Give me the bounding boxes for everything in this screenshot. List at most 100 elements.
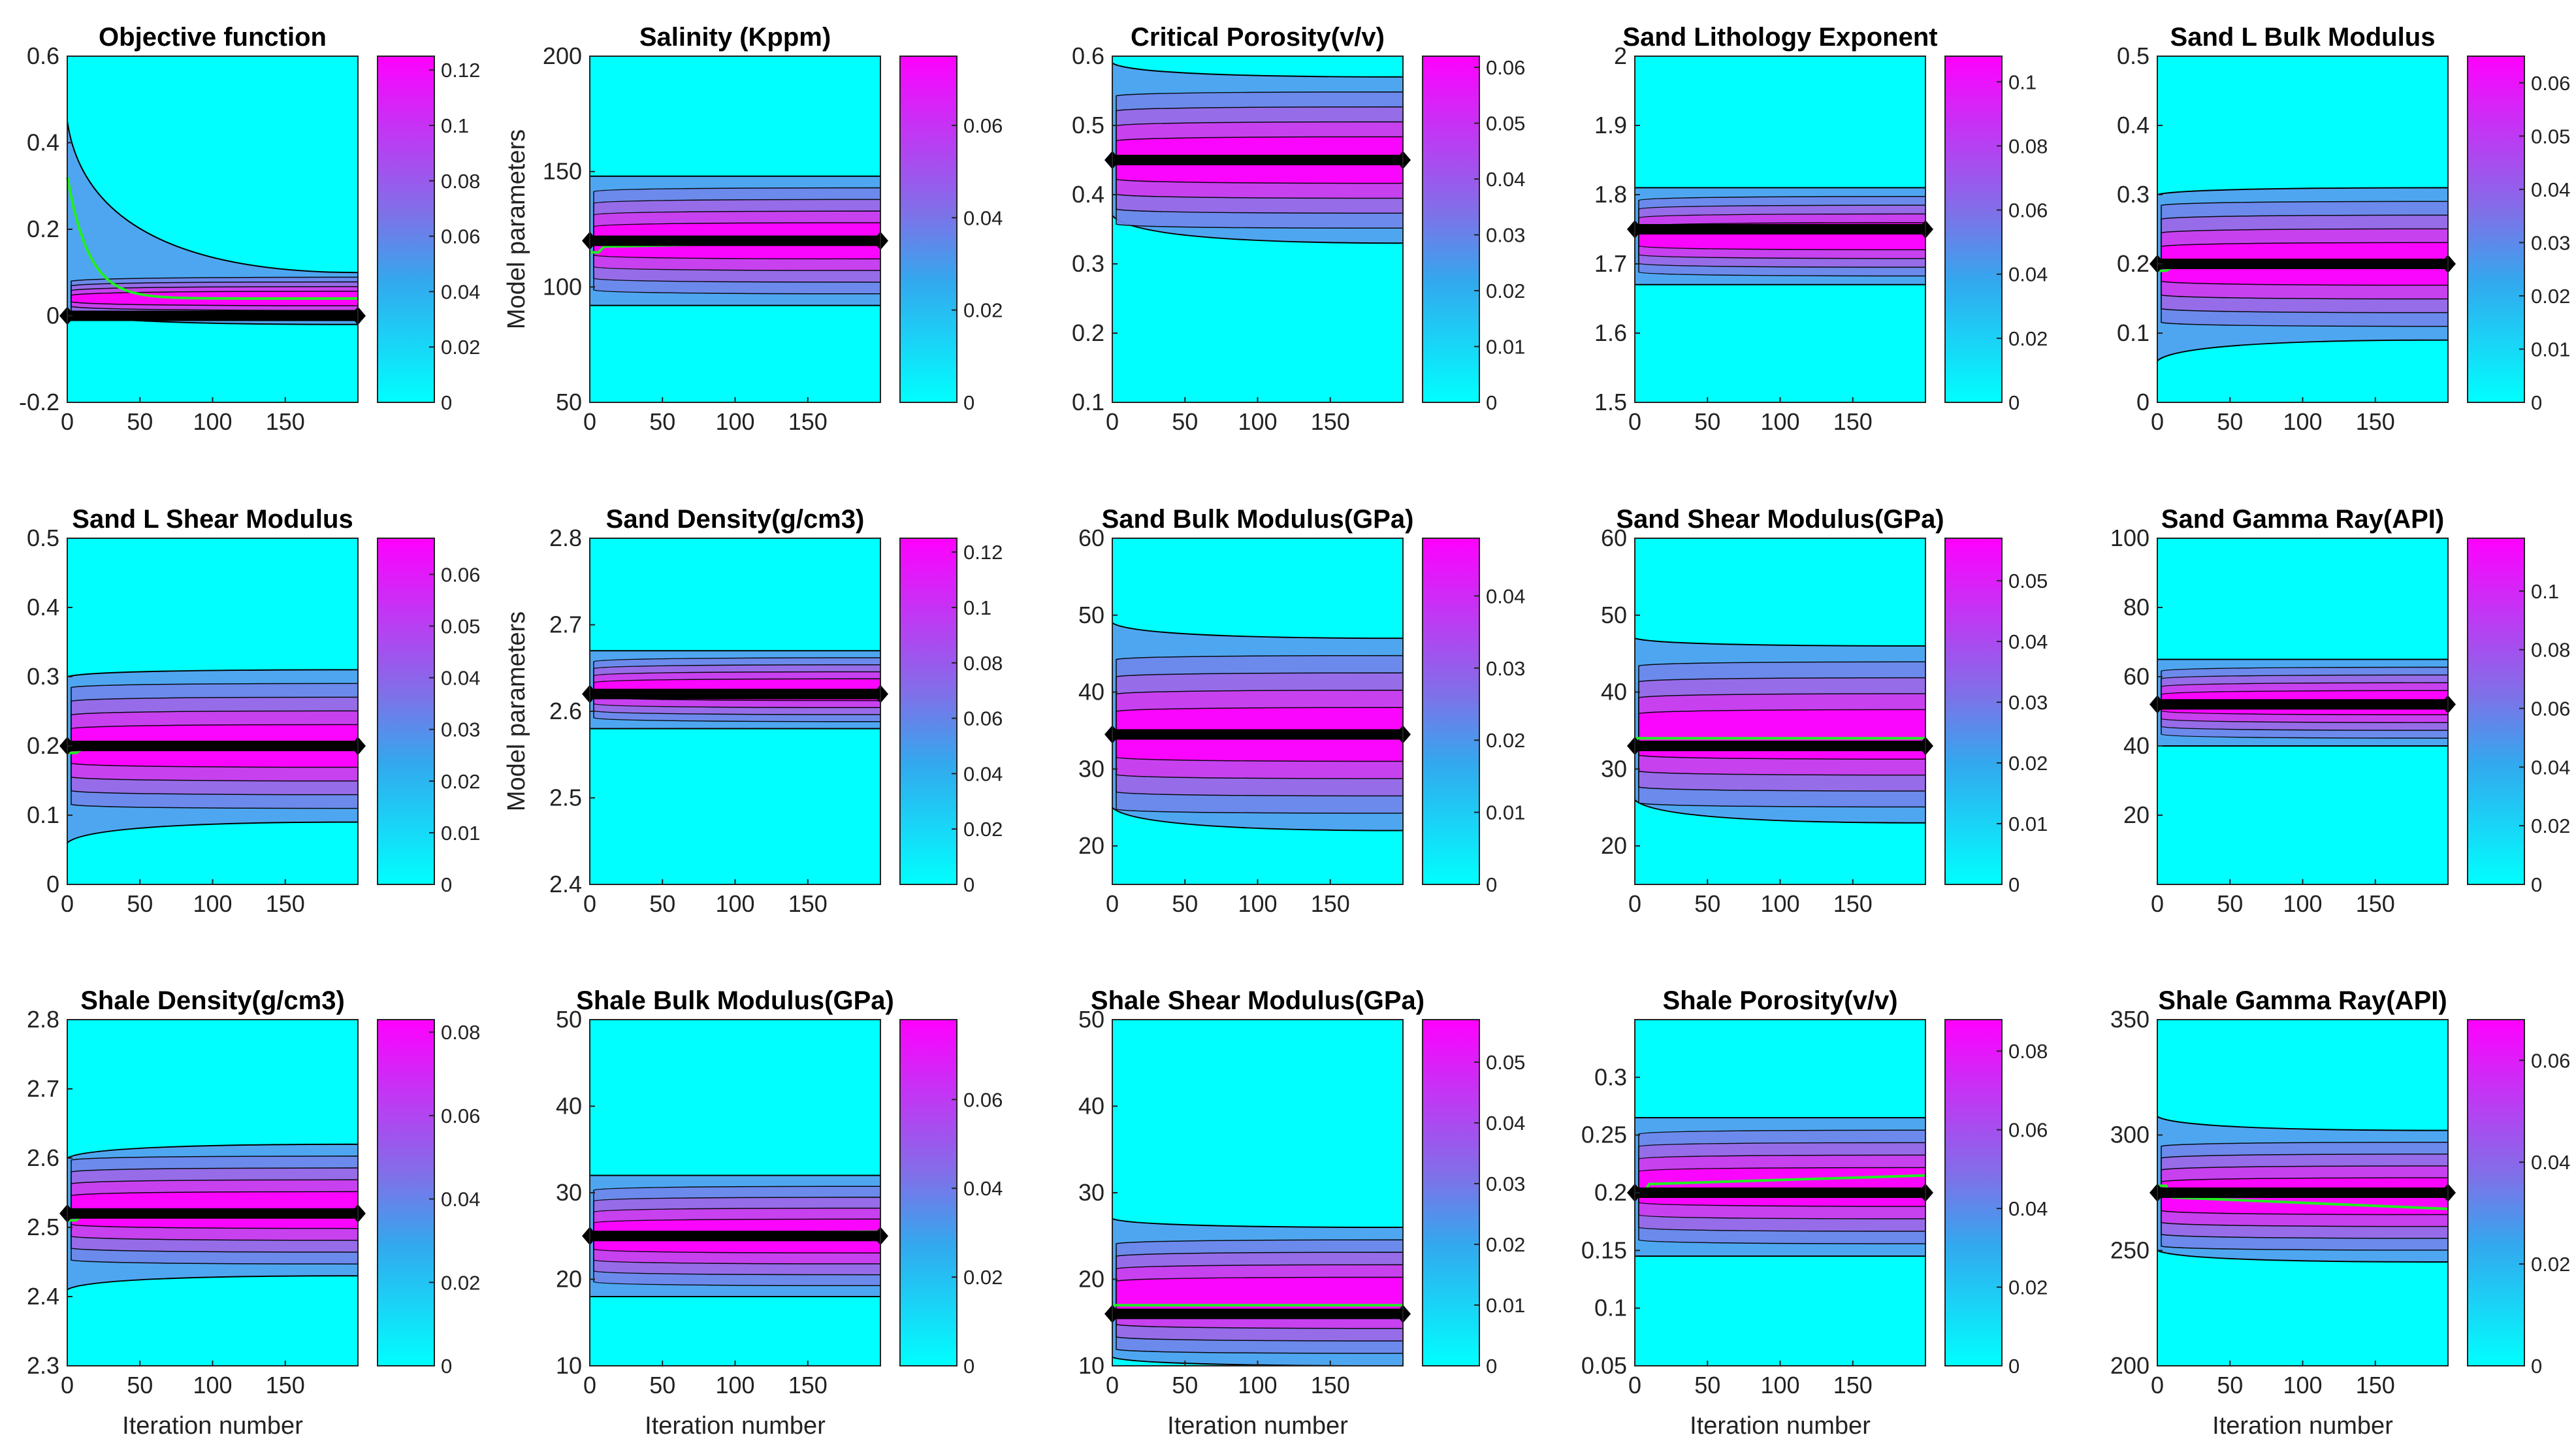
- y-tick-label: 0.3: [1072, 250, 1104, 277]
- x-tick-label: 0: [583, 1372, 596, 1398]
- y-tick-label: 0.5: [27, 525, 59, 551]
- colorbar-tick-label: 0.02: [963, 1266, 1003, 1289]
- x-tick-label: 100: [715, 408, 754, 435]
- colorbar-tick-label: 0: [441, 391, 452, 414]
- colorbar-tick-label: 0.03: [1486, 224, 1525, 247]
- y-tick-label: 50: [556, 1006, 582, 1033]
- y-tick-label: 0.3: [27, 663, 59, 690]
- y-tick-label: 1.8: [1594, 181, 1627, 208]
- y-tick-label: 0.5: [2117, 42, 2149, 69]
- colorbar-tick-label: 0.02: [963, 299, 1003, 322]
- x-tick-label: 50: [1694, 890, 1720, 917]
- x-tick-label: 50: [2217, 408, 2243, 435]
- y-tick-label: 2.5: [549, 784, 582, 811]
- colorbar-tick-label: 0.02: [2531, 815, 2570, 837]
- panel-title: Sand L Bulk Modulus: [2170, 23, 2436, 52]
- colorbar-tick-label: 0.12: [441, 59, 480, 82]
- x-tick-label: 0: [2151, 1372, 2164, 1398]
- y-tick-label: 0.3: [2117, 181, 2149, 208]
- colorbar-tick-label: 0.04: [441, 667, 480, 690]
- colorbar-tick-label: 0.03: [441, 719, 480, 741]
- colorbar-tick-label: 0.04: [441, 1188, 480, 1211]
- y-tick-label: 350: [2110, 1006, 2149, 1033]
- y-tick-label: 2.4: [27, 1283, 59, 1310]
- colorbar-tick-label: 0.02: [2531, 1253, 2570, 1276]
- x-tick-label: 150: [2356, 890, 2395, 917]
- colorbar-tick-label: 0.05: [2531, 125, 2570, 148]
- y-tick-label: 30: [1078, 1179, 1104, 1206]
- x-tick-label: 0: [1628, 890, 1641, 917]
- y-tick-label: 1.9: [1594, 112, 1627, 138]
- colorbar-tick-label: 0: [1486, 391, 1497, 414]
- y-tick-label: 60: [1601, 525, 1627, 551]
- y-tick-label: 40: [1078, 679, 1104, 705]
- panel-title: Salinity (Kppm): [639, 23, 831, 52]
- x-tick-label: 100: [1238, 890, 1277, 917]
- y-tick-label: 0.2: [1072, 319, 1104, 346]
- x-tick-label: 100: [1238, 408, 1277, 435]
- colorbar: [377, 538, 435, 885]
- y-tick-label: 0: [46, 871, 59, 897]
- colorbar-tick-label: 0.04: [2008, 1197, 2048, 1220]
- panel-sand-gamma-ray-api: 0 50 100 150 20 40 60 80 100 Sand Gamma Ray(API) 0…: [2110, 505, 2570, 917]
- y-tick-label: 40: [1601, 679, 1627, 705]
- y-tick-label: 0.2: [2117, 250, 2149, 277]
- x-tick-label: 150: [266, 890, 305, 917]
- x-tick-label: 150: [1311, 1372, 1350, 1398]
- colorbar: [1422, 1019, 1480, 1366]
- x-axis-label: Iteration number: [122, 1412, 303, 1440]
- y-tick-label: 0.15: [1581, 1236, 1627, 1263]
- panel-title: Objective function: [99, 23, 327, 52]
- colorbar: [2467, 1019, 2525, 1366]
- colorbar-tick-label: 0.02: [1486, 1233, 1525, 1256]
- y-tick-label: 300: [2110, 1122, 2149, 1148]
- colorbar-tick-label: 0: [2531, 391, 2542, 414]
- colorbar-tick-label: 0.03: [1486, 657, 1525, 680]
- y-tick-label: 30: [556, 1179, 582, 1206]
- colorbar-tick-label: 0.04: [1486, 585, 1525, 607]
- x-tick-label: 100: [2283, 1372, 2322, 1398]
- colorbar-tick-label: 0.01: [2008, 813, 2048, 835]
- x-tick-label: 50: [649, 890, 675, 917]
- colorbar-tick-label: 0.04: [2008, 630, 2048, 653]
- panel-title: Sand Shear Modulus(GPa): [1616, 505, 1944, 534]
- y-tick-label: 100: [543, 273, 582, 300]
- y-tick-label: 30: [1078, 755, 1104, 782]
- y-tick-label: 50: [556, 389, 582, 415]
- y-tick-label: 0.1: [27, 801, 59, 828]
- y-tick-label: 250: [2110, 1236, 2149, 1263]
- colorbar-tick-label: 0.06: [2531, 72, 2570, 95]
- colorbar-tick-label: 0: [1486, 873, 1497, 896]
- y-axis-label: Model parameters: [503, 129, 530, 329]
- colorbar-tick-label: 0: [2008, 873, 2020, 896]
- x-tick-label: 150: [788, 890, 828, 917]
- y-tick-label: 0.2: [1594, 1179, 1627, 1206]
- y-tick-label: 0.05: [1581, 1352, 1627, 1379]
- colorbar-tick-label: 0.05: [2008, 570, 2048, 592]
- x-axis-label: Iteration number: [1167, 1412, 1348, 1440]
- colorbar-tick-label: 0: [2008, 391, 2020, 414]
- colorbar: [377, 56, 435, 403]
- colorbar-tick-label: 0.03: [2531, 231, 2570, 254]
- x-tick-label: 50: [127, 1372, 153, 1398]
- y-tick-label: 20: [556, 1266, 582, 1293]
- panel-shale-density-g-cm3: 0 50 100 150 2.3 2.4 2.5 2.6 2.7 2.8 Shale Density…: [27, 986, 480, 1440]
- panel-sand-density-g-cm3: 0 50 100 150 2.4 2.5 2.6 2.7 2.8 Sand Density(g/c…: [503, 505, 1003, 917]
- x-tick-label: 50: [1694, 408, 1720, 435]
- colorbar-tick-label: 0.1: [441, 114, 469, 137]
- colorbar-tick-label: 0.06: [2531, 1049, 2570, 1072]
- colorbar-tick-label: 0.03: [1486, 1172, 1525, 1195]
- x-tick-label: 100: [2283, 408, 2322, 435]
- x-tick-label: 100: [193, 890, 232, 917]
- colorbar-tick-label: 0.04: [963, 206, 1003, 229]
- y-tick-label: 2.7: [27, 1075, 59, 1102]
- y-tick-label: 0.3: [1594, 1063, 1627, 1090]
- x-tick-label: 0: [1106, 1372, 1119, 1398]
- panel-title: Sand Bulk Modulus(GPa): [1102, 505, 1414, 534]
- y-tick-label: 100: [2110, 525, 2149, 551]
- colorbar-tick-label: 0: [963, 391, 974, 414]
- y-tick-label: 0.4: [1072, 181, 1104, 208]
- colorbar-tick-label: 0.02: [963, 818, 1003, 841]
